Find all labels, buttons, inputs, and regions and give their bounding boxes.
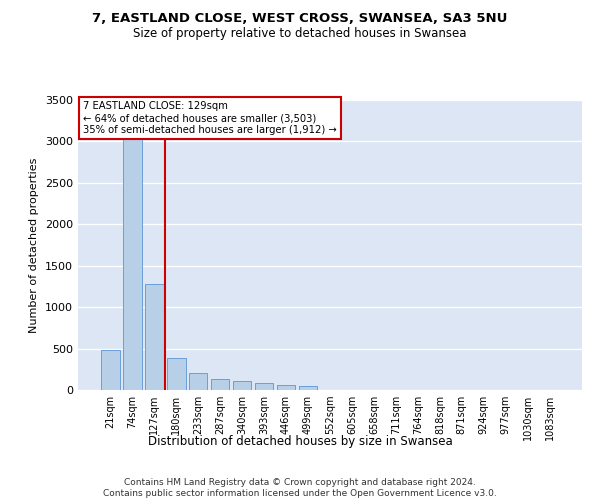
Bar [145, 284, 164, 390]
Text: 7, EASTLAND CLOSE, WEST CROSS, SWANSEA, SA3 5NU: 7, EASTLAND CLOSE, WEST CROSS, SWANSEA, … [92, 12, 508, 26]
Bar [211, 379, 229, 390]
Bar [255, 382, 274, 390]
Bar [123, 120, 142, 390]
Text: 7 EASTLAND CLOSE: 129sqm
← 64% of detached houses are smaller (3,503)
35% of sem: 7 EASTLAND CLOSE: 129sqm ← 64% of detach… [83, 102, 337, 134]
Bar [167, 358, 185, 390]
Bar [299, 386, 317, 390]
Bar [189, 372, 208, 390]
Y-axis label: Number of detached properties: Number of detached properties [29, 158, 40, 332]
Bar [233, 381, 251, 390]
Text: Contains HM Land Registry data © Crown copyright and database right 2024.
Contai: Contains HM Land Registry data © Crown c… [103, 478, 497, 498]
Bar [277, 384, 295, 390]
Text: Distribution of detached houses by size in Swansea: Distribution of detached houses by size … [148, 435, 452, 448]
Bar [101, 350, 119, 390]
Text: Size of property relative to detached houses in Swansea: Size of property relative to detached ho… [133, 28, 467, 40]
